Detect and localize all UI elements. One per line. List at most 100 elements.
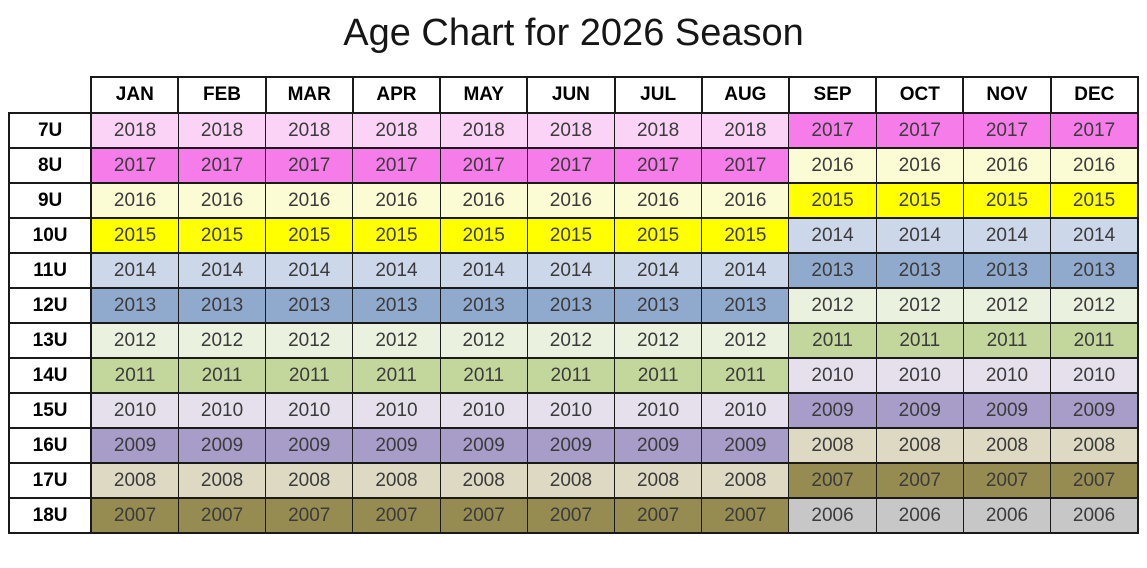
year-cell: 2012 bbox=[614, 322, 703, 359]
year-cell: 2014 bbox=[614, 252, 703, 289]
year-cell: 2006 bbox=[962, 497, 1052, 534]
year-cell: 2007 bbox=[526, 497, 616, 534]
year-cell: 2008 bbox=[265, 462, 354, 499]
year-cell: 2013 bbox=[875, 252, 964, 289]
year-cell: 2017 bbox=[265, 147, 354, 184]
year-cell: 2016 bbox=[265, 182, 354, 219]
year-cell: 2013 bbox=[1050, 252, 1140, 289]
year-cell: 2006 bbox=[875, 497, 964, 534]
year-cell: 2018 bbox=[614, 112, 703, 149]
year-cell: 2007 bbox=[1050, 462, 1140, 499]
table-row: 10U 2015 2015 2015 2015 2015 2015 2015 2015 2014 2… bbox=[7, 217, 1140, 254]
table-row: 7U 2018 2018 2018 2018 2018 2018 2018 2018 2017 20… bbox=[7, 112, 1140, 149]
year-cell: 2013 bbox=[701, 287, 790, 324]
year-cell: 2013 bbox=[439, 287, 528, 324]
month-header: AUG bbox=[700, 76, 790, 114]
year-cell: 2016 bbox=[90, 182, 179, 219]
year-cell: 2007 bbox=[439, 497, 528, 534]
table-row: 14U 2011 2011 2011 2011 2011 2011 2011 2011 2010 2… bbox=[7, 357, 1140, 394]
year-cell: 2012 bbox=[90, 322, 179, 359]
year-cell: 2012 bbox=[352, 322, 441, 359]
year-cell: 2014 bbox=[352, 252, 441, 289]
month-header: JUN bbox=[526, 76, 616, 114]
year-cell: 2010 bbox=[352, 392, 441, 429]
year-cell: 2016 bbox=[788, 147, 877, 184]
year-cell: 2015 bbox=[439, 217, 528, 254]
age-group-label: 7U bbox=[7, 112, 93, 149]
age-group-label: 11U bbox=[7, 252, 93, 289]
month-header: JAN bbox=[90, 76, 180, 114]
year-cell: 2009 bbox=[1050, 392, 1140, 429]
year-cell: 2017 bbox=[788, 112, 877, 149]
age-group-label: 15U bbox=[7, 392, 93, 429]
year-cell: 2008 bbox=[614, 462, 703, 499]
year-cell: 2017 bbox=[875, 112, 964, 149]
year-cell: 2011 bbox=[439, 357, 528, 394]
year-cell: 2007 bbox=[265, 497, 354, 534]
year-cell: 2006 bbox=[1050, 497, 1140, 534]
month-header: DEC bbox=[1049, 76, 1140, 114]
year-cell: 2009 bbox=[526, 427, 616, 464]
year-cell: 2007 bbox=[701, 497, 790, 534]
year-cell: 2012 bbox=[788, 287, 877, 324]
year-cell: 2013 bbox=[788, 252, 877, 289]
year-cell: 2017 bbox=[1050, 112, 1140, 149]
year-cell: 2010 bbox=[265, 392, 354, 429]
year-cell: 2010 bbox=[788, 357, 877, 394]
year-cell: 2017 bbox=[177, 147, 267, 184]
year-cell: 2007 bbox=[788, 462, 877, 499]
year-cell: 2008 bbox=[352, 462, 441, 499]
year-cell: 2018 bbox=[439, 112, 528, 149]
year-cell: 2016 bbox=[439, 182, 528, 219]
year-cell: 2014 bbox=[1050, 217, 1140, 254]
year-cell: 2009 bbox=[788, 392, 877, 429]
year-cell: 2010 bbox=[90, 392, 179, 429]
year-cell: 2011 bbox=[90, 357, 179, 394]
year-cell: 2017 bbox=[962, 112, 1052, 149]
year-cell: 2007 bbox=[962, 462, 1052, 499]
age-group-label: 8U bbox=[7, 147, 93, 184]
year-cell: 2015 bbox=[177, 217, 267, 254]
year-cell: 2016 bbox=[875, 147, 964, 184]
year-cell: 2017 bbox=[90, 147, 179, 184]
corner-cell bbox=[9, 77, 92, 113]
year-cell: 2008 bbox=[1050, 427, 1140, 464]
year-cell: 2014 bbox=[788, 217, 877, 254]
year-cell: 2014 bbox=[439, 252, 528, 289]
age-group-label: 14U bbox=[7, 357, 93, 394]
year-cell: 2011 bbox=[788, 322, 877, 359]
year-cell: 2015 bbox=[788, 182, 877, 219]
age-group-label: 17U bbox=[7, 462, 93, 499]
year-cell: 2013 bbox=[614, 287, 703, 324]
year-cell: 2010 bbox=[614, 392, 703, 429]
year-cell: 2013 bbox=[265, 287, 354, 324]
year-cell: 2013 bbox=[352, 287, 441, 324]
year-cell: 2011 bbox=[962, 322, 1052, 359]
table-body: 7U 2018 2018 2018 2018 2018 2018 2018 2018 2017 20… bbox=[7, 112, 1140, 534]
month-header: MAR bbox=[264, 76, 354, 114]
year-cell: 2018 bbox=[352, 112, 441, 149]
year-cell: 2007 bbox=[875, 462, 964, 499]
year-cell: 2008 bbox=[439, 462, 528, 499]
year-cell: 2012 bbox=[526, 322, 616, 359]
year-cell: 2012 bbox=[265, 322, 354, 359]
age-group-label: 18U bbox=[7, 497, 93, 534]
age-group-label: 13U bbox=[7, 322, 93, 359]
year-cell: 2009 bbox=[614, 427, 703, 464]
year-cell: 2014 bbox=[875, 217, 964, 254]
year-cell: 2011 bbox=[1050, 322, 1140, 359]
age-group-label: 9U bbox=[7, 182, 93, 219]
year-cell: 2015 bbox=[701, 217, 790, 254]
year-cell: 2011 bbox=[265, 357, 354, 394]
year-cell: 2007 bbox=[614, 497, 703, 534]
year-cell: 2016 bbox=[177, 182, 267, 219]
age-table: JAN FEB MAR APR MAY JUN JUL AUG SEP OCT NOV DEC 7U 2… bbox=[7, 76, 1140, 534]
year-cell: 2009 bbox=[701, 427, 790, 464]
year-cell: 2007 bbox=[352, 497, 441, 534]
year-cell: 2010 bbox=[962, 357, 1052, 394]
age-group-label: 16U bbox=[7, 427, 93, 464]
year-cell: 2018 bbox=[701, 112, 790, 149]
year-cell: 2017 bbox=[352, 147, 441, 184]
year-cell: 2009 bbox=[177, 427, 267, 464]
